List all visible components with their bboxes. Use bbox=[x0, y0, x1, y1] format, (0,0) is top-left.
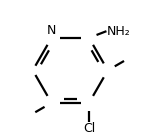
Text: Cl: Cl bbox=[83, 122, 95, 135]
Text: NH₂: NH₂ bbox=[106, 25, 130, 38]
Text: N: N bbox=[47, 24, 56, 37]
